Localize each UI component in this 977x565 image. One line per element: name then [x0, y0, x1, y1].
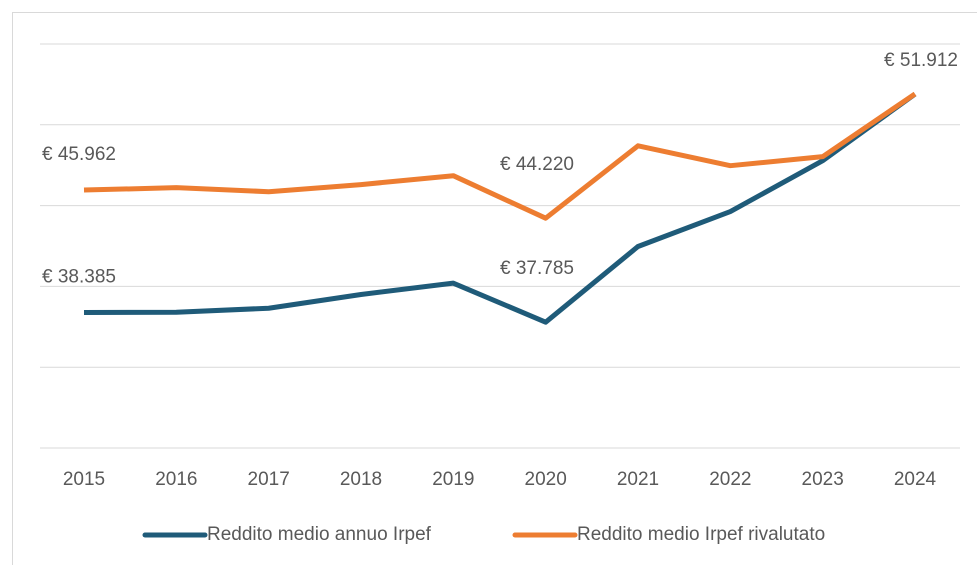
x-tick-label: 2017	[248, 469, 290, 490]
legend-label: Reddito medio Irpef rivalutato	[577, 524, 825, 545]
x-tick-label: 2018	[340, 469, 382, 490]
data-label: € 44.220	[500, 154, 574, 175]
data-label: € 38.385	[42, 267, 116, 288]
data-label: € 45.962	[42, 144, 116, 165]
data-label: € 37.785	[500, 258, 574, 279]
x-tick-label: 2023	[802, 469, 844, 490]
chart-border	[12, 12, 977, 565]
x-tick-label: 2022	[709, 469, 751, 490]
series-line	[83, 92, 917, 325]
data-label: € 51.912	[884, 50, 958, 71]
series-line	[83, 91, 917, 221]
x-tick-label: 2024	[894, 469, 937, 490]
x-tick-label: 2020	[525, 469, 567, 490]
x-tick-label: 2016	[155, 469, 197, 490]
x-tick-label: 2021	[617, 469, 659, 490]
legend-label: Reddito medio annuo Irpef	[207, 524, 432, 545]
x-tick-label: 2015	[63, 469, 105, 490]
x-tick-label: 2019	[432, 469, 474, 490]
